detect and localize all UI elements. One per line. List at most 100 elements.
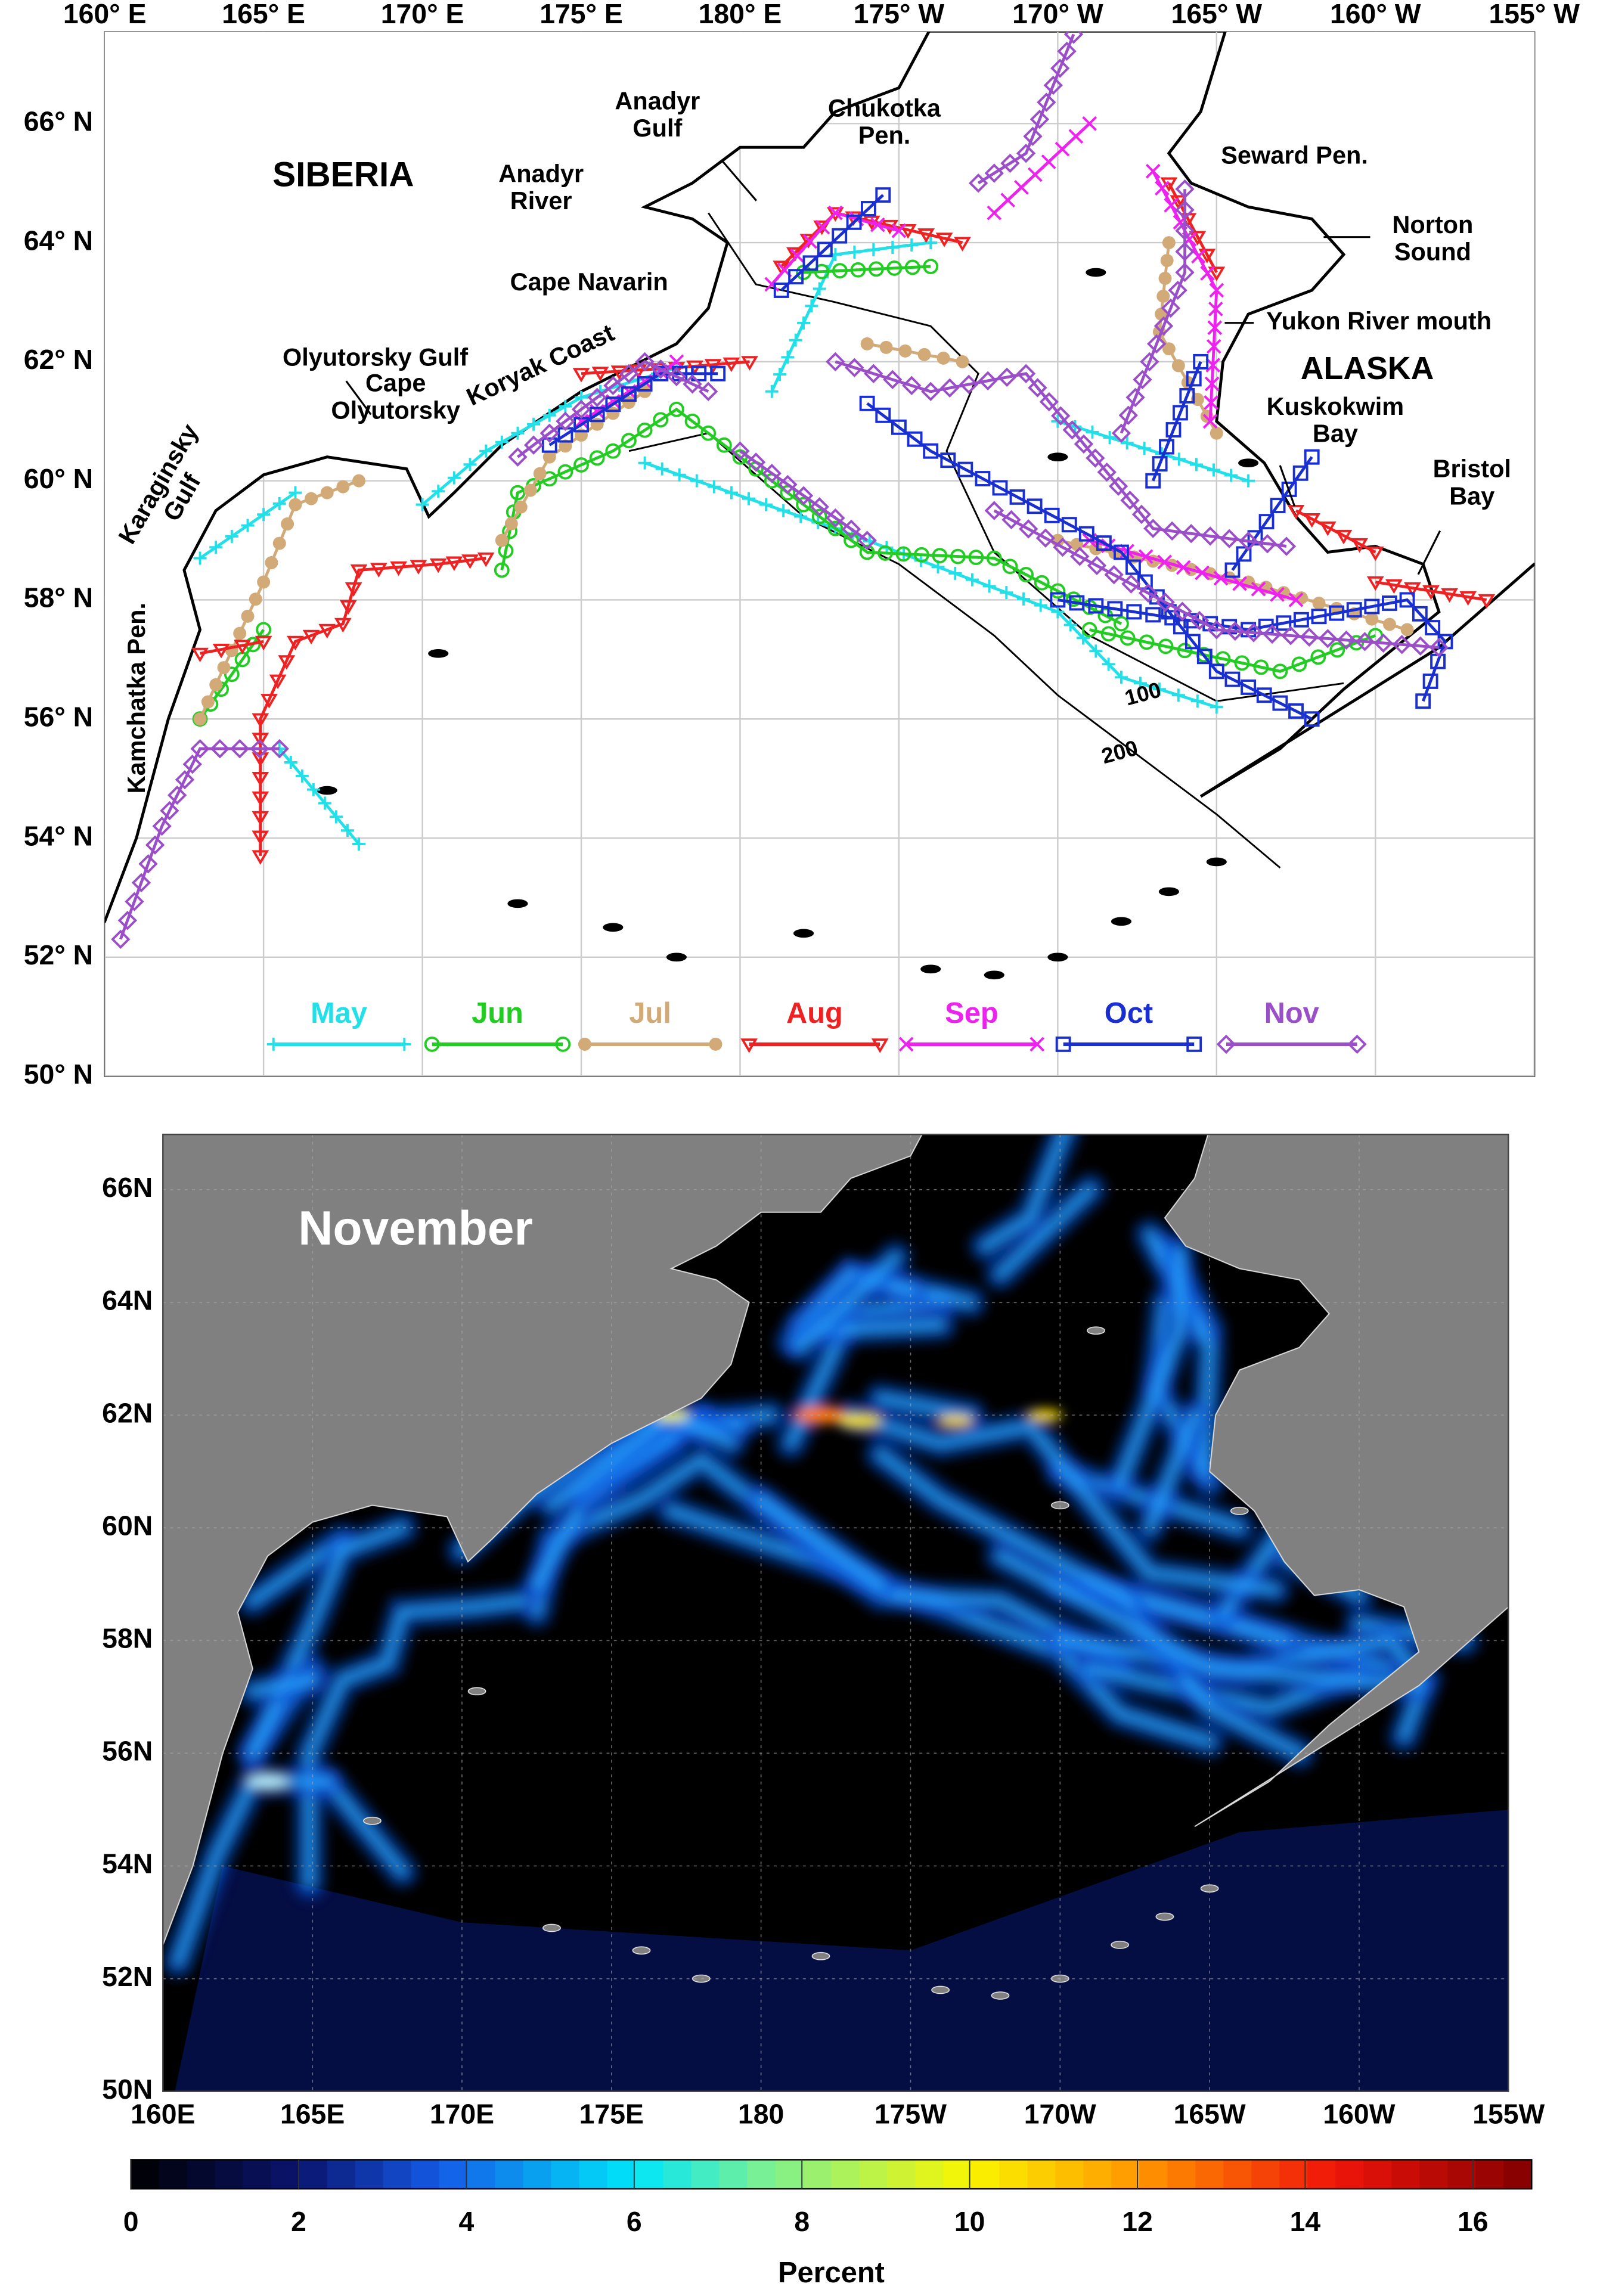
marker <box>523 483 537 497</box>
marker <box>523 435 544 455</box>
marker <box>1262 624 1282 644</box>
marker <box>210 739 230 759</box>
marker <box>954 237 971 252</box>
colorbar-cell <box>1307 2160 1337 2189</box>
marker <box>1355 632 1375 651</box>
marker <box>1175 262 1195 283</box>
marker <box>305 492 318 505</box>
marker <box>201 695 215 709</box>
marker <box>877 545 894 561</box>
marker <box>252 713 269 728</box>
marker <box>514 500 528 514</box>
marker <box>1195 565 1210 581</box>
marker <box>826 508 845 528</box>
marker <box>1053 537 1072 557</box>
marker <box>1399 592 1415 608</box>
marker <box>510 485 526 501</box>
marker <box>1043 75 1063 95</box>
marker <box>1385 579 1403 594</box>
hot-spot <box>938 1414 973 1427</box>
marker <box>329 810 343 824</box>
marker <box>1120 436 1134 450</box>
marker <box>1120 630 1136 646</box>
marker <box>1152 682 1166 696</box>
place-line: Bristol <box>1433 455 1511 483</box>
marker <box>1034 575 1050 591</box>
heat-core <box>875 1449 1305 1758</box>
marker <box>957 461 973 477</box>
marker <box>1366 576 1384 591</box>
marker <box>965 573 979 587</box>
marker <box>1205 358 1221 373</box>
marker <box>1121 574 1141 594</box>
marker <box>160 801 179 821</box>
colorbar-cell <box>1391 2160 1421 2189</box>
marker <box>875 187 891 203</box>
marker <box>832 263 848 279</box>
marker <box>1478 594 1496 609</box>
marker <box>212 644 230 659</box>
marker <box>622 396 635 409</box>
marker <box>557 464 573 480</box>
marker <box>765 384 779 398</box>
marker <box>1018 567 1034 582</box>
marker <box>1304 711 1320 727</box>
marker <box>1177 643 1193 659</box>
marker <box>940 452 956 468</box>
track <box>259 557 486 856</box>
isobath <box>628 432 1281 869</box>
colorbar-cell <box>691 2160 720 2189</box>
marker <box>827 520 844 536</box>
lat-tick-label: 58N <box>102 1623 153 1654</box>
panel-title: November <box>298 1202 533 1255</box>
marker <box>287 635 304 651</box>
marker <box>175 770 195 790</box>
marker <box>257 575 271 589</box>
marker <box>1111 423 1131 443</box>
marker <box>1145 607 1161 623</box>
marker <box>789 333 802 347</box>
heat-core <box>995 1184 1096 1280</box>
marker <box>1086 425 1099 439</box>
island <box>1206 857 1227 867</box>
bottom-map-content <box>163 1134 1509 2092</box>
marker <box>225 529 238 543</box>
marker <box>899 224 917 239</box>
marker <box>710 365 726 381</box>
marker <box>318 796 331 810</box>
marker <box>691 365 707 381</box>
coastline <box>1167 32 1535 798</box>
lon-tick-label: 175° W <box>854 0 945 29</box>
lat-tick-label: 66° N <box>24 106 93 137</box>
colorbar-cell <box>663 2160 692 2189</box>
place-label: Norton Sound <box>1392 210 1473 266</box>
marker <box>781 350 795 364</box>
marker <box>241 519 255 532</box>
place-label: Anadyr Gulf <box>615 86 700 142</box>
marker <box>1311 609 1327 625</box>
island <box>931 1985 950 1994</box>
marker <box>950 548 966 564</box>
lon-tick-label: 180° E <box>699 0 782 29</box>
leader-line <box>345 380 372 415</box>
lat-tick-label: 54N <box>102 1848 153 1879</box>
lon-tick-label: 155° W <box>1489 0 1580 29</box>
marker <box>209 541 223 554</box>
marker <box>1364 598 1380 615</box>
place-line: ALASKA <box>1301 350 1434 386</box>
place-line: Sound <box>1394 237 1471 265</box>
marker <box>284 756 297 769</box>
marker <box>1063 32 1084 44</box>
marker <box>252 733 269 747</box>
marker <box>1001 510 1021 530</box>
marker <box>871 1038 889 1053</box>
lon-tick-label: 160° E <box>63 0 147 29</box>
marker <box>1422 585 1440 600</box>
marker <box>527 417 541 431</box>
hot-spot <box>838 1413 882 1428</box>
marker <box>504 517 518 530</box>
island <box>1047 452 1068 462</box>
colorbar-cell <box>1195 2160 1224 2189</box>
place-label: Chukotka Pen. <box>828 94 941 150</box>
marker <box>1137 442 1151 455</box>
